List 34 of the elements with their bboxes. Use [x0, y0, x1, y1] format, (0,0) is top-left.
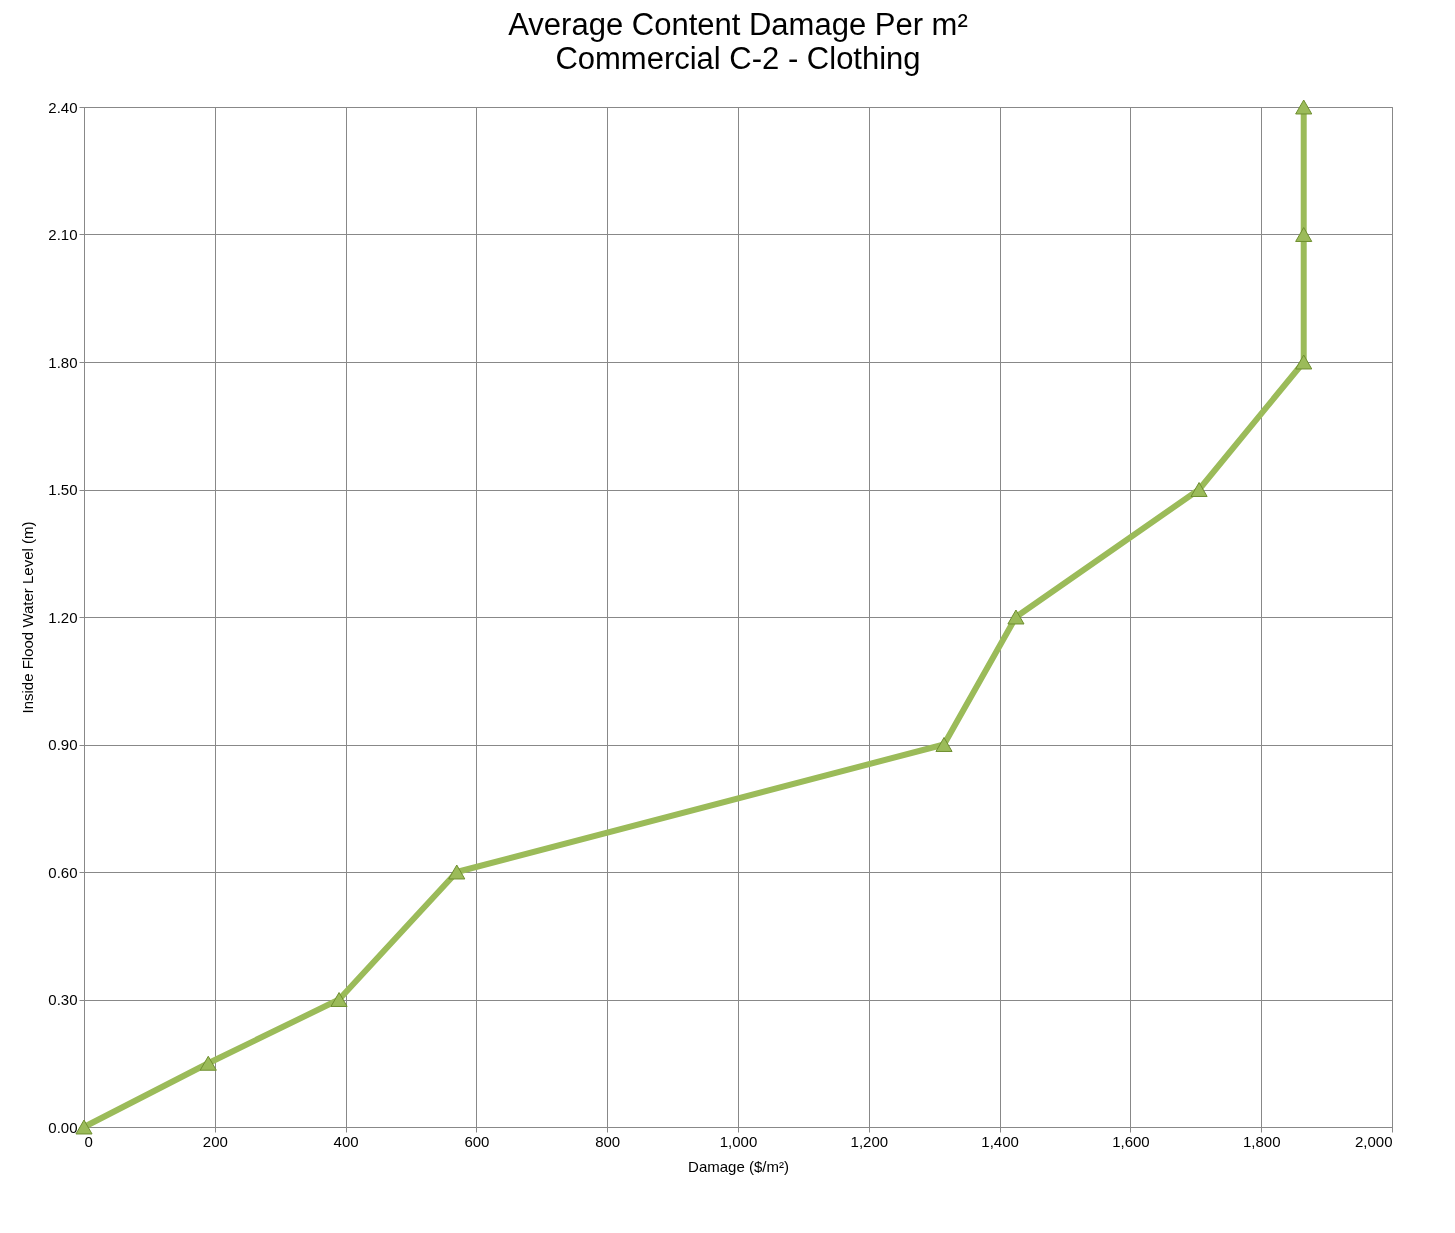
- y-tick-label: 1.50: [48, 481, 78, 498]
- point: [1295, 99, 1313, 115]
- x-tick-label: 1,400: [981, 1132, 1019, 1150]
- x-tick-label: 200: [202, 1132, 228, 1150]
- x-tick-label: 1,000: [719, 1132, 758, 1150]
- y-tick-label: 0.90: [48, 736, 78, 753]
- x-tick-label: 600: [464, 1132, 490, 1150]
- point: [1007, 609, 1025, 625]
- x-tick-label: 0: [84, 1132, 93, 1150]
- y-tick-label: 2.10: [48, 226, 78, 243]
- x-tick-label: 1,200: [850, 1132, 889, 1150]
- point: [935, 737, 953, 752]
- x-tick-label: 1,800: [1242, 1132, 1281, 1150]
- x-axis-title: Damage ($/m²): [688, 1157, 789, 1175]
- chart-title: Average Content Damage Per m²: [508, 7, 968, 43]
- point: [1295, 354, 1313, 370]
- y-tick-label: 2.40: [48, 98, 78, 116]
- x-tick-label: 800: [595, 1132, 621, 1150]
- y-tick-label: 0.00: [48, 1118, 78, 1136]
- point: [1295, 227, 1313, 242]
- point: [75, 1119, 93, 1135]
- x-tick-label: 1,600: [1112, 1132, 1150, 1150]
- point: [330, 992, 348, 1007]
- y-axis-title: Inside Flood Water Level (m): [19, 521, 37, 714]
- chart-subtitle: Commercial C-2 - Clothing: [555, 41, 921, 77]
- y-tick-label: 1.80: [48, 353, 78, 371]
- x-tick-label: 400: [333, 1132, 359, 1150]
- point: [448, 864, 466, 880]
- y-tick-label: 1.20: [48, 608, 78, 626]
- point: [199, 1055, 217, 1071]
- x-tick-label: 2,000: [1354, 1132, 1393, 1150]
- point: [1190, 482, 1208, 497]
- y-tick-label: 0.60: [48, 863, 78, 881]
- y-tick-label: 0.30: [48, 991, 78, 1008]
